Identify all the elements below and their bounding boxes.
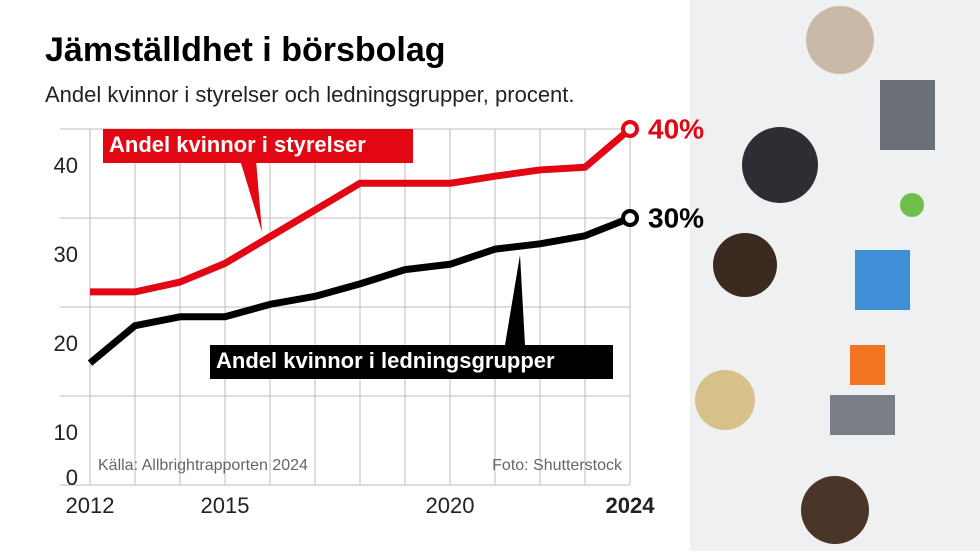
data-line (90, 126, 633, 296)
chart-title: Jämställdhet i börsbolag (45, 31, 446, 69)
plot-area: 0 10 20 30 40 2012 2015 2020 2024 40% Andel kvinno… (54, 113, 705, 517)
annotation-box (210, 345, 613, 379)
chart-subtitle: Andel kvinnor i styrelser och ledningsgr… (45, 82, 575, 107)
legend-label: Andel kvinnor i styrelser (109, 132, 366, 157)
x-tick-label: 2015 (201, 493, 250, 518)
data-line (87, 214, 632, 366)
x-tick-label: 2012 (66, 493, 115, 518)
y-tick-label: 40 (54, 153, 78, 178)
end-marker (621, 120, 639, 138)
x-tick-label: 2024 (606, 493, 656, 518)
source: Källa: Allbrightrapporten 2024 (98, 457, 308, 474)
value-label: 40% (648, 113, 704, 144)
end-marker (621, 209, 639, 227)
photo (690, 0, 980, 551)
legend-label: Andel kvinnor i ledningsgrupper (216, 348, 555, 373)
y-tick-label: 20 (54, 331, 78, 356)
y-tick-label: 0 (66, 465, 78, 490)
y-tick-label: 10 (54, 420, 78, 445)
value-label: 30% (648, 202, 704, 233)
annotation-pointer (240, 160, 262, 232)
annotation-pointer (505, 255, 525, 345)
annotation-box (103, 129, 413, 163)
y-tick-label: 30 (54, 242, 78, 267)
photo-credit: Foto: Shutterstock (492, 457, 623, 474)
x-tick-label: 2020 (426, 493, 475, 518)
